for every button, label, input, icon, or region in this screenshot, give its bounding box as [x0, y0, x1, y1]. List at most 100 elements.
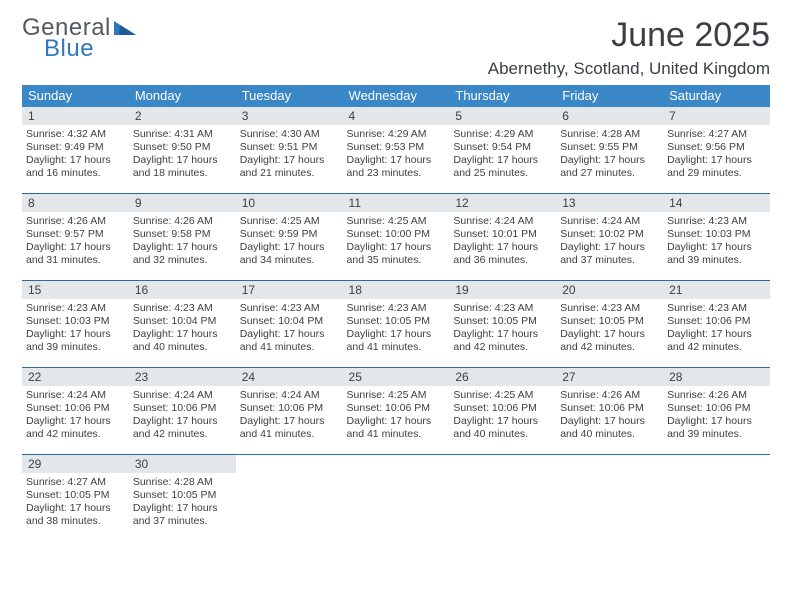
day-body: Sunrise: 4:24 AMSunset: 10:02 PMDaylight… — [556, 212, 663, 274]
brand-part2: Blue — [44, 37, 136, 61]
day-cell — [556, 455, 663, 541]
day-cell — [343, 455, 450, 541]
sunset-text: Sunset: 10:06 PM — [133, 402, 232, 415]
daylight-text-1: Daylight: 17 hours — [133, 502, 232, 515]
sunset-text: Sunset: 10:02 PM — [560, 228, 659, 241]
sunrise-text: Sunrise: 4:25 AM — [453, 389, 552, 402]
location: Abernethy, Scotland, United Kingdom — [488, 59, 770, 79]
daylight-text-1: Daylight: 17 hours — [453, 154, 552, 167]
day-number: 12 — [449, 194, 556, 212]
day-number: 25 — [343, 368, 450, 386]
dow-fri: Friday — [556, 85, 663, 107]
sunset-text: Sunset: 10:05 PM — [453, 315, 552, 328]
daylight-text-1: Daylight: 17 hours — [347, 415, 446, 428]
daylight-text-2: and 34 minutes. — [240, 254, 339, 267]
day-number: 10 — [236, 194, 343, 212]
sunset-text: Sunset: 9:50 PM — [133, 141, 232, 154]
daylight-text-1: Daylight: 17 hours — [133, 328, 232, 341]
day-body: Sunrise: 4:23 AMSunset: 10:04 PMDaylight… — [129, 299, 236, 361]
day-cell: 1Sunrise: 4:32 AMSunset: 9:49 PMDaylight… — [22, 107, 129, 193]
day-body: Sunrise: 4:23 AMSunset: 10:06 PMDaylight… — [663, 299, 770, 361]
day-body: Sunrise: 4:24 AMSunset: 10:06 PMDaylight… — [236, 386, 343, 448]
daylight-text-2: and 41 minutes. — [347, 341, 446, 354]
week-row: 8Sunrise: 4:26 AMSunset: 9:57 PMDaylight… — [22, 194, 770, 281]
day-number: 6 — [556, 107, 663, 125]
daylight-text-1: Daylight: 17 hours — [560, 415, 659, 428]
sunset-text: Sunset: 10:06 PM — [560, 402, 659, 415]
day-body: Sunrise: 4:23 AMSunset: 10:04 PMDaylight… — [236, 299, 343, 361]
day-number: 14 — [663, 194, 770, 212]
daylight-text-1: Daylight: 17 hours — [133, 415, 232, 428]
sunrise-text: Sunrise: 4:24 AM — [560, 215, 659, 228]
day-cell: 13Sunrise: 4:24 AMSunset: 10:02 PMDaylig… — [556, 194, 663, 280]
daylight-text-2: and 21 minutes. — [240, 167, 339, 180]
day-number: 28 — [663, 368, 770, 386]
sunset-text: Sunset: 10:04 PM — [240, 315, 339, 328]
sunset-text: Sunset: 10:03 PM — [26, 315, 125, 328]
daylight-text-1: Daylight: 17 hours — [667, 241, 766, 254]
sunrise-text: Sunrise: 4:27 AM — [667, 128, 766, 141]
day-number: 15 — [22, 281, 129, 299]
sunset-text: Sunset: 9:56 PM — [667, 141, 766, 154]
sunset-text: Sunset: 10:05 PM — [560, 315, 659, 328]
weeks-container: 1Sunrise: 4:32 AMSunset: 9:49 PMDaylight… — [22, 107, 770, 541]
calendar: Sunday Monday Tuesday Wednesday Thursday… — [22, 85, 770, 541]
day-body: Sunrise: 4:23 AMSunset: 10:05 PMDaylight… — [556, 299, 663, 361]
day-body: Sunrise: 4:23 AMSunset: 10:03 PMDaylight… — [22, 299, 129, 361]
sunrise-text: Sunrise: 4:24 AM — [26, 389, 125, 402]
daylight-text-1: Daylight: 17 hours — [26, 415, 125, 428]
sunrise-text: Sunrise: 4:24 AM — [133, 389, 232, 402]
sunrise-text: Sunrise: 4:24 AM — [240, 389, 339, 402]
daylight-text-2: and 42 minutes. — [560, 341, 659, 354]
day-cell: 12Sunrise: 4:24 AMSunset: 10:01 PMDaylig… — [449, 194, 556, 280]
daylight-text-2: and 32 minutes. — [133, 254, 232, 267]
day-number: 22 — [22, 368, 129, 386]
day-number: 9 — [129, 194, 236, 212]
daylight-text-2: and 42 minutes. — [26, 428, 125, 441]
sunset-text: Sunset: 10:03 PM — [667, 228, 766, 241]
day-cell: 8Sunrise: 4:26 AMSunset: 9:57 PMDaylight… — [22, 194, 129, 280]
daylight-text-1: Daylight: 17 hours — [26, 502, 125, 515]
day-body: Sunrise: 4:26 AMSunset: 10:06 PMDaylight… — [556, 386, 663, 448]
sunrise-text: Sunrise: 4:30 AM — [240, 128, 339, 141]
sunrise-text: Sunrise: 4:26 AM — [26, 215, 125, 228]
daylight-text-2: and 27 minutes. — [560, 167, 659, 180]
daylight-text-2: and 41 minutes. — [347, 428, 446, 441]
day-number: 8 — [22, 194, 129, 212]
day-cell — [663, 455, 770, 541]
day-cell: 17Sunrise: 4:23 AMSunset: 10:04 PMDaylig… — [236, 281, 343, 367]
daylight-text-2: and 39 minutes. — [667, 428, 766, 441]
week-row: 29Sunrise: 4:27 AMSunset: 10:05 PMDaylig… — [22, 455, 770, 541]
day-body: Sunrise: 4:26 AMSunset: 9:57 PMDaylight:… — [22, 212, 129, 274]
day-number: 26 — [449, 368, 556, 386]
daylight-text-1: Daylight: 17 hours — [133, 154, 232, 167]
day-cell: 25Sunrise: 4:25 AMSunset: 10:06 PMDaylig… — [343, 368, 450, 454]
day-cell: 19Sunrise: 4:23 AMSunset: 10:05 PMDaylig… — [449, 281, 556, 367]
sunset-text: Sunset: 9:49 PM — [26, 141, 125, 154]
day-number: 23 — [129, 368, 236, 386]
day-cell: 3Sunrise: 4:30 AMSunset: 9:51 PMDaylight… — [236, 107, 343, 193]
day-number: 2 — [129, 107, 236, 125]
sunrise-text: Sunrise: 4:26 AM — [667, 389, 766, 402]
day-cell: 5Sunrise: 4:29 AMSunset: 9:54 PMDaylight… — [449, 107, 556, 193]
day-body: Sunrise: 4:23 AMSunset: 10:05 PMDaylight… — [449, 299, 556, 361]
day-number: 13 — [556, 194, 663, 212]
daylight-text-2: and 18 minutes. — [133, 167, 232, 180]
day-cell: 2Sunrise: 4:31 AMSunset: 9:50 PMDaylight… — [129, 107, 236, 193]
day-body: Sunrise: 4:23 AMSunset: 10:03 PMDaylight… — [663, 212, 770, 274]
day-body: Sunrise: 4:32 AMSunset: 9:49 PMDaylight:… — [22, 125, 129, 187]
daylight-text-2: and 16 minutes. — [26, 167, 125, 180]
sunset-text: Sunset: 9:54 PM — [453, 141, 552, 154]
sunrise-text: Sunrise: 4:23 AM — [667, 215, 766, 228]
day-number: 7 — [663, 107, 770, 125]
daylight-text-1: Daylight: 17 hours — [347, 241, 446, 254]
header: General Blue June 2025 Abernethy, Scotla… — [0, 0, 792, 85]
day-body: Sunrise: 4:27 AMSunset: 9:56 PMDaylight:… — [663, 125, 770, 187]
daylight-text-2: and 31 minutes. — [26, 254, 125, 267]
dow-wed: Wednesday — [343, 85, 450, 107]
day-number: 5 — [449, 107, 556, 125]
sunrise-text: Sunrise: 4:25 AM — [240, 215, 339, 228]
dow-sun: Sunday — [22, 85, 129, 107]
day-body: Sunrise: 4:24 AMSunset: 10:01 PMDaylight… — [449, 212, 556, 274]
week-row: 1Sunrise: 4:32 AMSunset: 9:49 PMDaylight… — [22, 107, 770, 194]
